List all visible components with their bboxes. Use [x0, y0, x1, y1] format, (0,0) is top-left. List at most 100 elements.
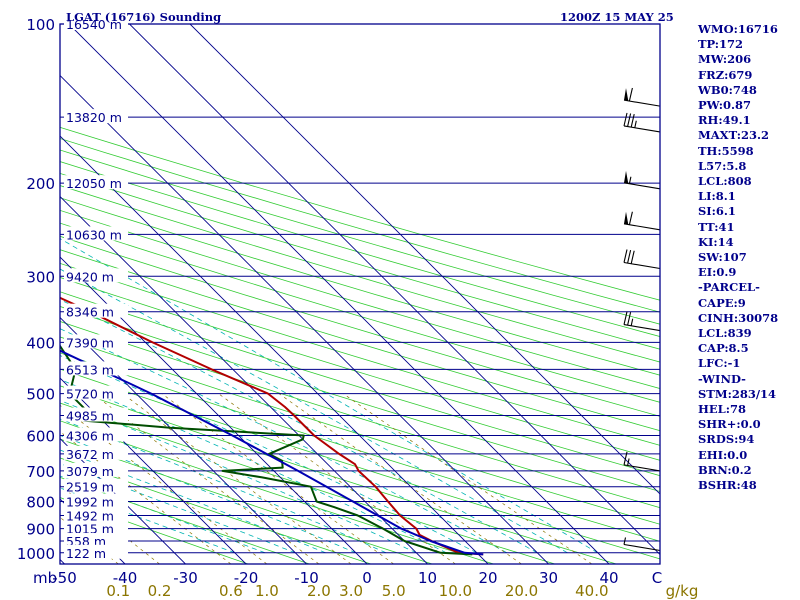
dry-adiabat: [60, 438, 433, 564]
wind-barb: [623, 112, 661, 133]
dry-adiabat: [60, 209, 660, 389]
temperature-label: 10: [418, 569, 437, 587]
dry-adiabat: [60, 476, 310, 564]
height-label: 9420 m: [66, 269, 114, 284]
temperature-unit: C: [652, 569, 662, 587]
pressure-label-900: 900: [26, 521, 55, 539]
pressure-label-500: 500: [26, 386, 55, 404]
moist-adiabat: [60, 487, 235, 554]
height-label: 122 m: [66, 546, 106, 561]
chart-time: 1200Z 15 MAY 25: [560, 10, 674, 24]
mixing-ratio-line: [122, 393, 352, 564]
mixing-ratio-label: 40.0: [575, 582, 608, 600]
mixing-ratio-label: 0.1: [106, 582, 130, 600]
mixing-ratio-lines: [60, 393, 593, 564]
pressure-label-400: 400: [26, 334, 55, 352]
index-item: -WIND-: [698, 371, 746, 386]
index-item: BSHR:48: [698, 478, 757, 493]
mixing-ratio-line: [278, 393, 522, 564]
temperature-label: 40: [599, 569, 618, 587]
pressure-label-300: 300: [26, 268, 55, 286]
dry-adiabat: [60, 420, 494, 564]
moist-adiabat: [60, 463, 296, 554]
index-item: L57:5.8: [698, 158, 747, 173]
index-item: TT:41: [698, 219, 735, 234]
height-label: 2519 m: [66, 480, 114, 495]
dry-adiabat: [60, 321, 660, 509]
mixing-ratio-label: 3.0: [339, 582, 363, 600]
isotherm-20: [60, 135, 489, 564]
dry-adiabat: [60, 306, 660, 492]
height-label: 8346 m: [66, 305, 114, 320]
dry-adiabat: [60, 197, 660, 376]
dry-adiabat: [60, 497, 249, 564]
height-label: 1992 m: [66, 495, 114, 510]
index-item: -PARCEL-: [698, 280, 760, 295]
mixing-ratio-label: 0.2: [148, 582, 172, 600]
moist-adiabat: [60, 475, 266, 554]
index-item: LCL:839: [698, 326, 752, 341]
dry-adiabat: [60, 336, 660, 525]
index-item: STM:283/14: [698, 386, 777, 401]
index-item: KI:14: [698, 234, 734, 249]
index-item: WMO:16716: [698, 22, 778, 36]
dry-adiabat: [60, 222, 660, 403]
height-label: 16540 m: [66, 17, 122, 32]
temperature-label: -40: [113, 569, 138, 587]
index-item: SRDS:94: [698, 432, 755, 447]
temperature-label: 0: [362, 569, 372, 587]
plot-frame: [59, 23, 661, 565]
temperature-label: -10: [294, 569, 319, 587]
dry-adiabat: [60, 185, 660, 363]
temperature-label: -20: [234, 569, 259, 587]
dry-adiabat: [60, 352, 660, 542]
index-item: LI:8.1: [698, 189, 736, 204]
temperature-label: -50: [52, 569, 77, 587]
wind-barb: [623, 311, 661, 332]
height-label: 13820 m: [66, 110, 122, 125]
dry-adiabat: [60, 161, 660, 337]
isotherm-40: [68, 24, 610, 564]
index-item: LCL:808: [698, 174, 752, 189]
pressure-label-700: 700: [26, 463, 55, 481]
index-item: SW:107: [698, 250, 747, 265]
isotherm-0: [60, 256, 368, 564]
wind-barb: [623, 451, 661, 472]
height-label: 7390 m: [66, 335, 114, 350]
dry-adiabat: [60, 249, 660, 432]
dry-adiabat: [60, 172, 660, 350]
chart-title: LGAT (16716) Sounding: [66, 10, 221, 24]
index-item: CAPE:9: [698, 295, 746, 310]
wind-barbs: [623, 87, 661, 552]
wind-barb: [623, 211, 661, 231]
index-item: SHR+:0.0: [698, 417, 761, 432]
isotherm-50: [129, 24, 660, 556]
temperature-label: 20: [478, 569, 497, 587]
index-item: CAP:8.5: [698, 341, 749, 356]
mixing-ratio-label: 20.0: [505, 582, 538, 600]
pressure-label-800: 800: [26, 494, 55, 512]
index-item: MAXT:23.2: [698, 128, 769, 143]
temperature-label: 30: [539, 569, 558, 587]
index-item: TP:172: [698, 37, 744, 52]
temperature-profile: [60, 296, 484, 556]
height-label: 4306 m: [66, 428, 114, 443]
isotherm-60: [189, 24, 660, 495]
pressure-label-1000: 1000: [17, 545, 55, 563]
height-label: 12050 m: [66, 176, 122, 191]
parcel-profile: [60, 349, 484, 556]
index-item: TH:5598: [698, 143, 754, 158]
height-label: 1492 m: [66, 508, 114, 523]
dry-adiabat: [60, 262, 660, 446]
height-label: 5720 m: [66, 387, 114, 402]
index-item: CINH:30078: [698, 310, 779, 325]
pressure-unit: mb: [33, 569, 57, 587]
moist-adiabat: [60, 379, 447, 554]
isotherm-10: [60, 195, 428, 564]
mixing-ratio-line: [342, 393, 593, 564]
dry-adiabat: [60, 457, 372, 564]
mixing-ratio-line: [161, 393, 394, 564]
isotherm--20: [60, 377, 247, 564]
dry-adiabat: [60, 291, 660, 477]
index-item: PW:0.87: [698, 98, 752, 113]
